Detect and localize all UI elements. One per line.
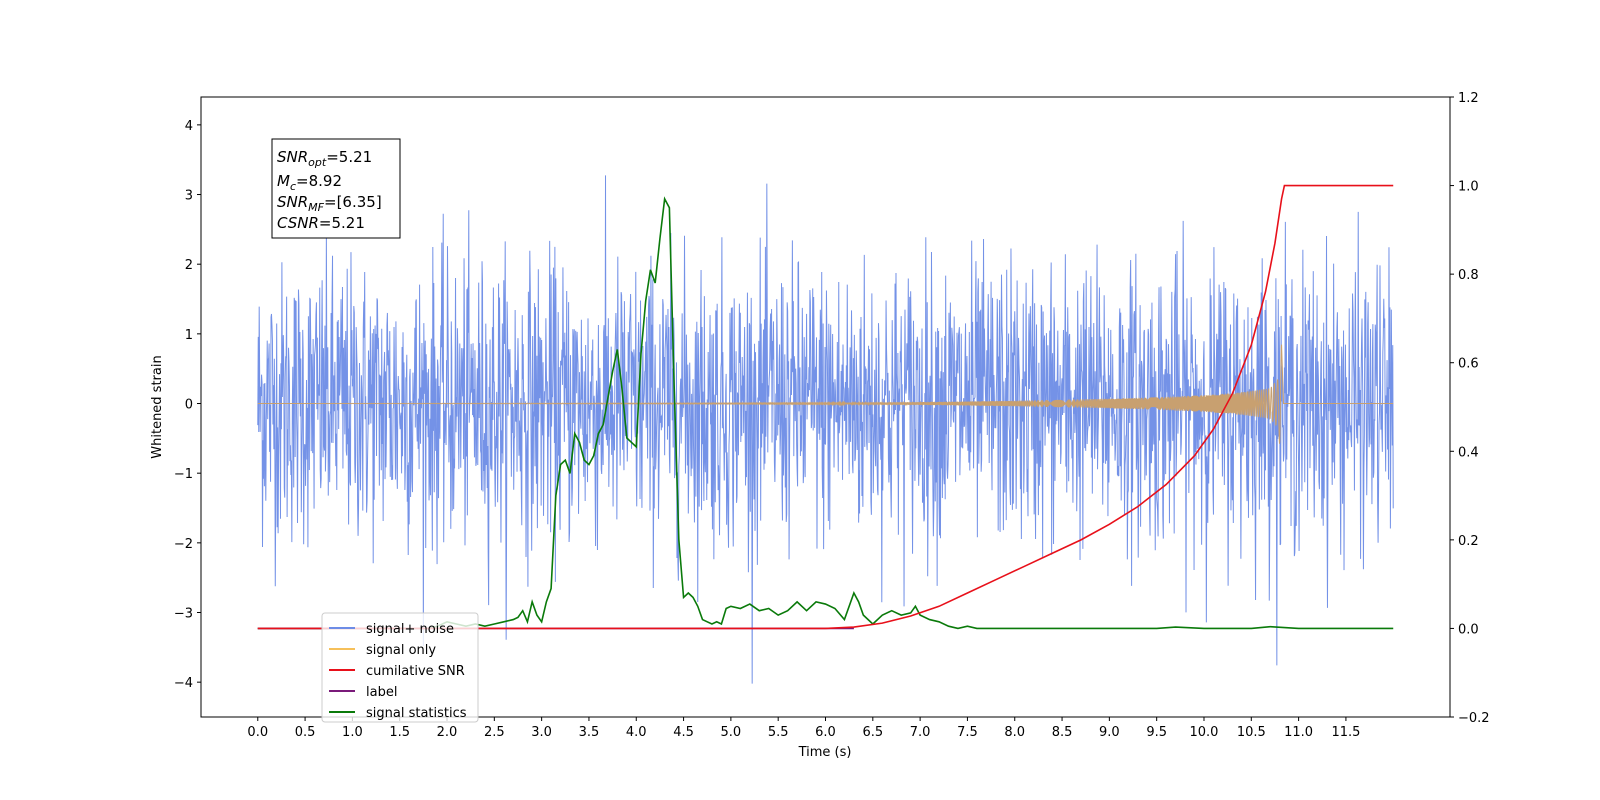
x-tick-label: 0.5	[295, 725, 316, 740]
series-cumilative-snr-line	[257, 184, 1394, 630]
stats-box: SNRopt=5.21 Mc=8.92 SNRMF=[6.35] CSNR=5.…	[271, 138, 401, 239]
x-tick-label: 4.0	[626, 725, 647, 740]
x-tick-label: 9.5	[1146, 725, 1167, 740]
y-right-tick-label: 0.6	[1458, 357, 1479, 372]
signal-only-line	[257, 344, 1394, 444]
y-right-tick-label: 0.8	[1458, 268, 1479, 283]
x-tick-label: 6.0	[815, 725, 836, 740]
y-axis-right-ticks: −0.2 0.0 0.2 0.4 0.6 0.8 1.0 1.2	[1450, 91, 1490, 726]
stats-csnr: CSNR=5.21	[277, 214, 365, 232]
series-signal-only	[257, 344, 1394, 444]
x-tick-label: 8.5	[1052, 725, 1073, 740]
legend-frame	[321, 612, 479, 723]
x-tick-label: 2.5	[484, 725, 505, 740]
y-left-tick-label: −1	[174, 467, 193, 482]
y-left-tick-label: 3	[185, 189, 193, 204]
stats-mc: Mc=8.92	[277, 172, 342, 193]
x-tick-label: 1.0	[342, 725, 363, 740]
y-axis-left-ticks: −4 −3 −2 −1 0 1 2 3 4	[174, 119, 201, 691]
x-tick-label: 9.0	[1099, 725, 1120, 740]
series-signal-statistics-line	[257, 196, 1394, 630]
legend-label-label: label	[366, 685, 397, 700]
y-right-tick-label: −0.2	[1458, 711, 1490, 726]
x-tick-label: 1.5	[389, 725, 410, 740]
x-tick-label: 10.5	[1237, 725, 1266, 740]
y-left-tick-label: −4	[174, 676, 193, 691]
x-tick-label: 7.0	[910, 725, 931, 740]
stats-snr-mf: SNRMF=[6.35]	[277, 193, 382, 214]
y-right-tick-label: 1.2	[1458, 91, 1479, 106]
y-right-tick-label: 0.2	[1458, 534, 1479, 549]
y-right-tick-label: 0.0	[1458, 622, 1479, 637]
legend-label-cumilative-snr: cumilative SNR	[366, 664, 465, 679]
legend-label-signal-only: signal only	[366, 643, 436, 658]
y-left-tick-label: 1	[185, 328, 193, 343]
x-tick-label: 5.5	[768, 725, 789, 740]
x-tick-label: 10.0	[1190, 725, 1219, 740]
x-tick-label: 8.0	[1004, 725, 1025, 740]
y-right-tick-label: 0.4	[1458, 445, 1479, 460]
legend-label-signal-noise: signal+ noise	[366, 622, 454, 637]
x-axis-ticks: 0.0 0.5 1.0 1.5 2.0 2.5 3.0 3.5 4.0 4.5 5.0 5.5 6.0 6…	[247, 717, 1360, 740]
x-tick-label: 3.5	[579, 725, 600, 740]
x-tick-label: 2.0	[437, 725, 458, 740]
legend-label-signal-statistics: signal statistics	[366, 706, 467, 721]
x-tick-label: 0.0	[247, 725, 268, 740]
signal-noise-line	[257, 175, 1394, 684]
legend: signal+ noise signal only cumilative SNR la…	[321, 612, 479, 723]
x-tick-label: 6.5	[862, 725, 883, 740]
y-left-tick-label: 2	[185, 258, 193, 273]
series-signal-noise	[257, 175, 1394, 684]
x-tick-label: 11.5	[1331, 725, 1360, 740]
y-axis-label: Whitened strain	[150, 355, 165, 458]
x-tick-label: 7.5	[957, 725, 978, 740]
y-left-tick-label: 4	[185, 119, 193, 134]
stats-box-frame	[271, 138, 401, 239]
x-tick-label: 4.5	[673, 725, 694, 740]
x-tick-label: 5.0	[721, 725, 742, 740]
x-tick-label: 3.0	[531, 725, 552, 740]
stats-snr-opt: SNRopt=5.21	[277, 148, 372, 169]
y-left-tick-label: −2	[174, 537, 193, 552]
y-right-tick-label: 1.0	[1458, 180, 1479, 195]
x-axis-label: Time (s)	[798, 745, 852, 760]
x-tick-label: 11.0	[1284, 725, 1313, 740]
y-left-tick-label: 0	[185, 398, 193, 413]
y-left-tick-label: −3	[174, 607, 193, 622]
